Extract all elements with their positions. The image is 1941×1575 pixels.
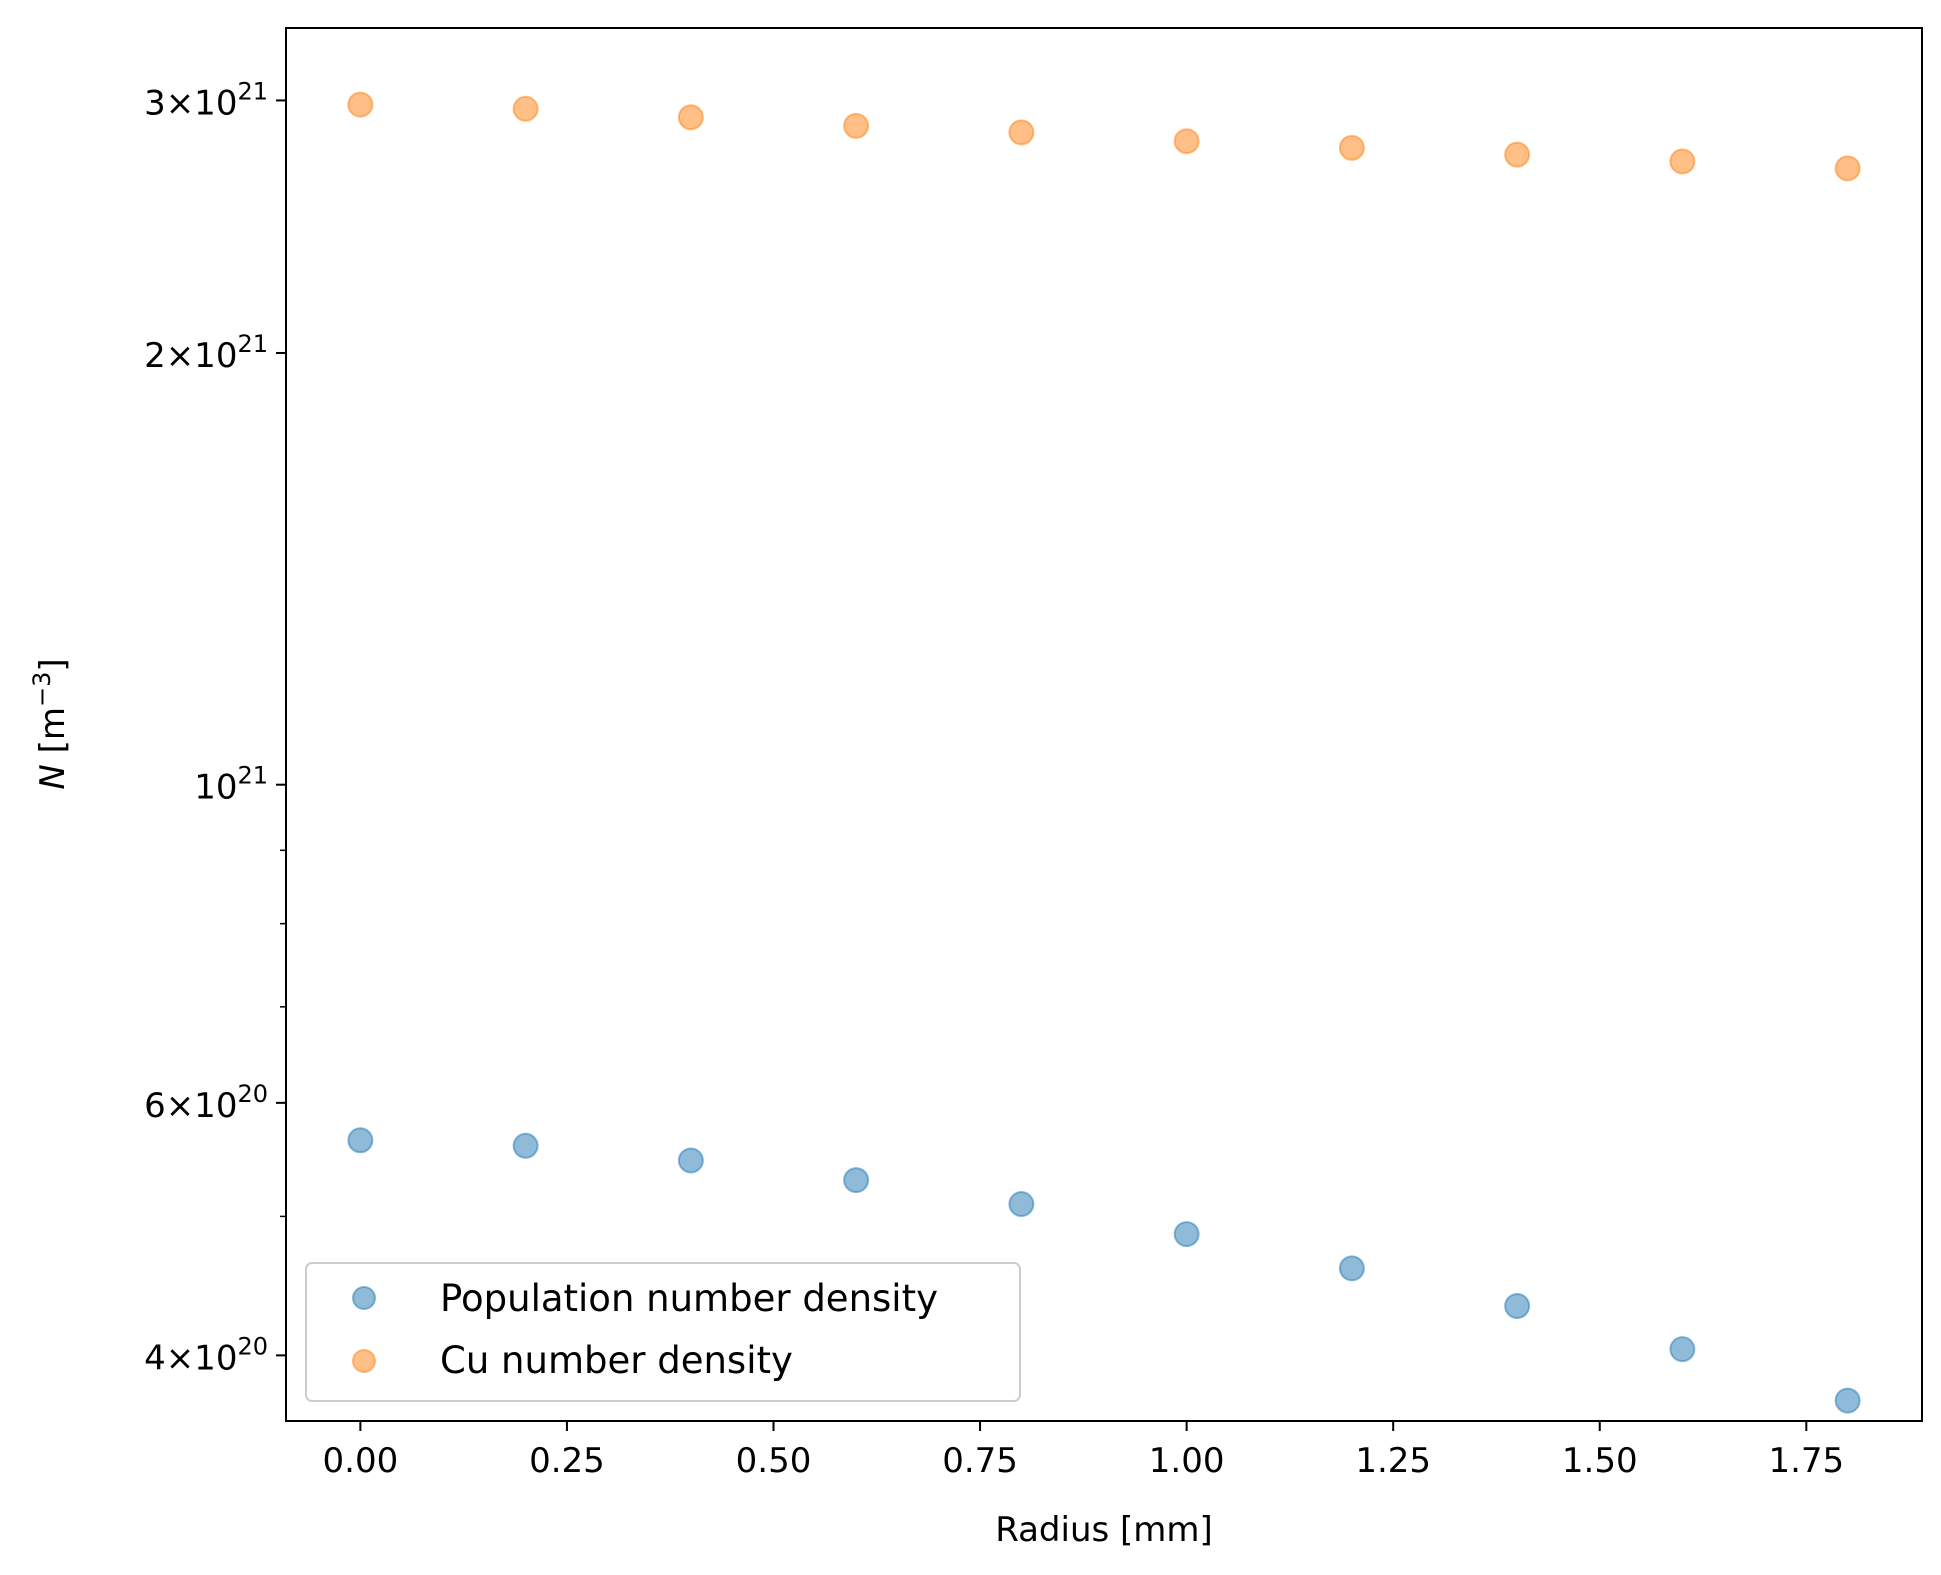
data-point-series-0 (843, 1167, 870, 1194)
x-tick-label: 0.75 (942, 1441, 1018, 1481)
data-point-series-0 (1173, 1221, 1200, 1248)
y-axis-label-unit-close: ] (33, 658, 73, 671)
y-tick-label: 4×1020 (144, 1332, 268, 1378)
x-tick-label: 1.00 (1149, 1441, 1225, 1481)
plot-frame (285, 27, 1923, 1422)
data-point-series-0 (347, 1127, 374, 1154)
data-point-series-1 (1834, 155, 1861, 182)
y-axis: 4×1020 6×1020 1021 2×1021 3×1021 (144, 77, 286, 1378)
x-tick-label: 0.00 (323, 1441, 399, 1481)
data-point-series-1 (1669, 148, 1696, 175)
y-axis-label: N [m−3] (28, 658, 73, 789)
x-tick-label: 1.50 (1562, 1441, 1638, 1481)
data-point-series-1 (512, 95, 539, 122)
x-tick-label: 1.75 (1768, 1441, 1844, 1481)
y-tick-label: 3×1021 (144, 77, 268, 123)
x-axis: 0.00 0.25 0.50 0.75 1.00 1.25 1.50 1.75 (323, 1421, 1844, 1481)
y-axis-label-exponent: −3 (28, 672, 56, 707)
data-point-series-0 (1669, 1336, 1696, 1363)
data-point-series-1 (1173, 128, 1200, 155)
legend-marker-population (352, 1286, 376, 1310)
x-tick-label: 0.25 (529, 1441, 605, 1481)
y-tick-label: 6×1020 (144, 1080, 268, 1126)
data-point-series-1 (677, 104, 704, 131)
y-tick-label: 1021 (194, 762, 268, 808)
y-tick-label: 2×1021 (144, 330, 268, 376)
legend-label-population: Population number density (440, 1277, 938, 1320)
data-point-series-0 (1504, 1293, 1531, 1319)
data-point-series-1 (1504, 141, 1531, 168)
x-axis-label: Radius [mm] (995, 1510, 1213, 1550)
legend: Population number density Cu number dens… (305, 1262, 1021, 1402)
data-point-series-1 (1008, 119, 1035, 146)
data-point-series-1 (1338, 134, 1365, 161)
data-point-series-0 (1338, 1255, 1365, 1282)
legend-marker-cu (352, 1349, 376, 1373)
data-point-series-0 (1008, 1191, 1035, 1218)
data-point-series-1 (843, 112, 870, 139)
x-tick-label: 0.50 (736, 1441, 812, 1481)
x-tick-label: 1.25 (1355, 1441, 1431, 1481)
legend-box (305, 1262, 1021, 1402)
y-axis-label-symbol: N (33, 764, 73, 789)
data-point-series-0 (512, 1132, 539, 1159)
y-axis-label-unit: [m (33, 707, 73, 764)
data-point-series-1 (347, 91, 374, 118)
data-point-series-0 (677, 1147, 704, 1174)
points-layer (347, 91, 1861, 1414)
data-point-series-0 (1834, 1387, 1861, 1414)
legend-label-cu: Cu number density (440, 1339, 793, 1382)
